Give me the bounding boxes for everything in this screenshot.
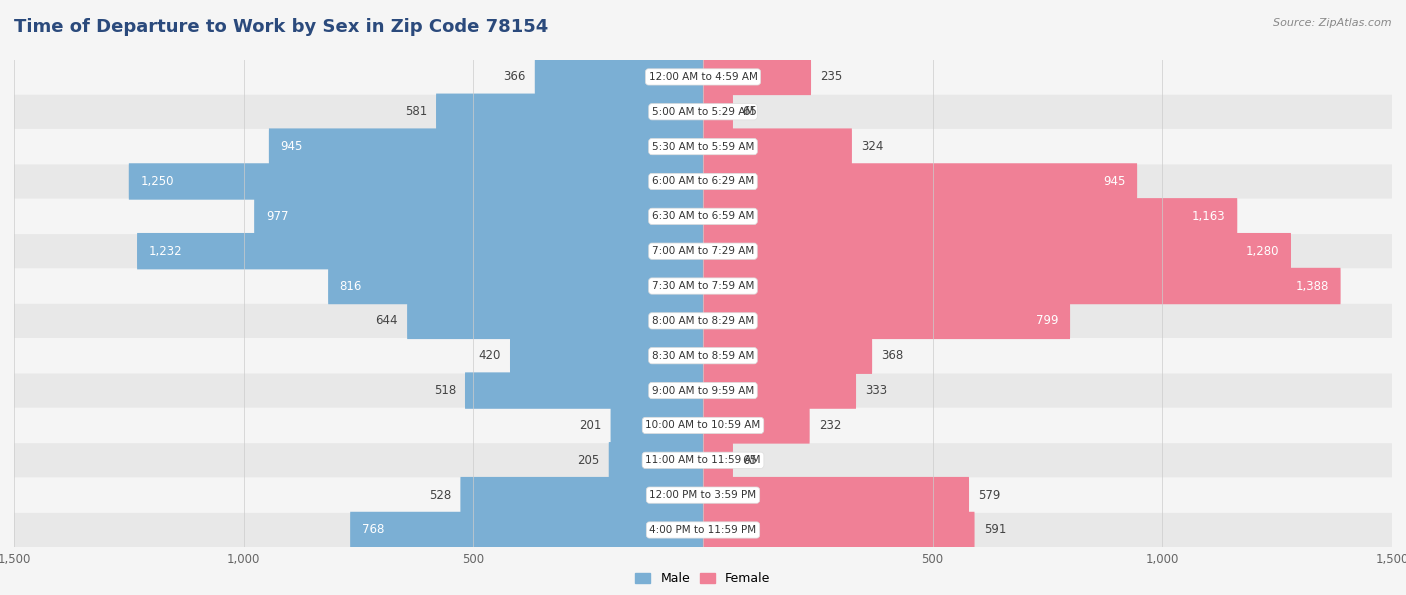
Text: 579: 579 bbox=[979, 488, 1001, 502]
Text: 65: 65 bbox=[742, 105, 756, 118]
FancyBboxPatch shape bbox=[703, 442, 733, 478]
FancyBboxPatch shape bbox=[328, 268, 703, 304]
Text: 581: 581 bbox=[405, 105, 427, 118]
Text: Source: ZipAtlas.com: Source: ZipAtlas.com bbox=[1274, 18, 1392, 28]
FancyBboxPatch shape bbox=[136, 233, 703, 270]
FancyBboxPatch shape bbox=[14, 374, 1392, 408]
FancyBboxPatch shape bbox=[14, 95, 1392, 129]
Text: 205: 205 bbox=[578, 454, 599, 466]
FancyBboxPatch shape bbox=[254, 198, 703, 234]
FancyBboxPatch shape bbox=[609, 442, 703, 478]
FancyBboxPatch shape bbox=[350, 512, 703, 548]
FancyBboxPatch shape bbox=[703, 407, 810, 444]
Text: 9:00 AM to 9:59 AM: 9:00 AM to 9:59 AM bbox=[652, 386, 754, 396]
Text: 816: 816 bbox=[340, 280, 363, 293]
FancyBboxPatch shape bbox=[703, 163, 1137, 200]
FancyBboxPatch shape bbox=[436, 93, 703, 130]
Text: 201: 201 bbox=[579, 419, 602, 432]
FancyBboxPatch shape bbox=[703, 477, 969, 513]
FancyBboxPatch shape bbox=[14, 408, 1392, 443]
FancyBboxPatch shape bbox=[14, 339, 1392, 373]
Text: Time of Departure to Work by Sex in Zip Code 78154: Time of Departure to Work by Sex in Zip … bbox=[14, 18, 548, 36]
Text: 528: 528 bbox=[429, 488, 451, 502]
Text: 7:00 AM to 7:29 AM: 7:00 AM to 7:29 AM bbox=[652, 246, 754, 256]
Text: 945: 945 bbox=[1104, 175, 1126, 188]
FancyBboxPatch shape bbox=[129, 163, 703, 200]
FancyBboxPatch shape bbox=[703, 129, 852, 165]
Text: 11:00 AM to 11:59 AM: 11:00 AM to 11:59 AM bbox=[645, 455, 761, 465]
Text: 235: 235 bbox=[820, 70, 842, 83]
FancyBboxPatch shape bbox=[408, 303, 703, 339]
Text: 8:00 AM to 8:29 AM: 8:00 AM to 8:29 AM bbox=[652, 316, 754, 326]
Text: 366: 366 bbox=[503, 70, 526, 83]
Text: 368: 368 bbox=[882, 349, 904, 362]
Text: 977: 977 bbox=[266, 210, 288, 223]
FancyBboxPatch shape bbox=[460, 477, 703, 513]
Legend: Male, Female: Male, Female bbox=[636, 572, 770, 585]
FancyBboxPatch shape bbox=[14, 164, 1392, 199]
FancyBboxPatch shape bbox=[703, 198, 1237, 234]
FancyBboxPatch shape bbox=[14, 513, 1392, 547]
FancyBboxPatch shape bbox=[703, 372, 856, 409]
FancyBboxPatch shape bbox=[14, 269, 1392, 303]
Text: 4:00 PM to 11:59 PM: 4:00 PM to 11:59 PM bbox=[650, 525, 756, 535]
Text: 1,163: 1,163 bbox=[1192, 210, 1226, 223]
Text: 799: 799 bbox=[1036, 314, 1059, 327]
Text: 1,250: 1,250 bbox=[141, 175, 174, 188]
Text: 1,232: 1,232 bbox=[149, 245, 183, 258]
Text: 6:00 AM to 6:29 AM: 6:00 AM to 6:29 AM bbox=[652, 177, 754, 186]
Text: 945: 945 bbox=[280, 140, 302, 153]
FancyBboxPatch shape bbox=[703, 337, 872, 374]
Text: 8:30 AM to 8:59 AM: 8:30 AM to 8:59 AM bbox=[652, 350, 754, 361]
Text: 6:30 AM to 6:59 AM: 6:30 AM to 6:59 AM bbox=[652, 211, 754, 221]
Text: 10:00 AM to 10:59 AM: 10:00 AM to 10:59 AM bbox=[645, 421, 761, 430]
FancyBboxPatch shape bbox=[465, 372, 703, 409]
FancyBboxPatch shape bbox=[269, 129, 703, 165]
Text: 333: 333 bbox=[865, 384, 887, 397]
FancyBboxPatch shape bbox=[14, 234, 1392, 268]
FancyBboxPatch shape bbox=[703, 93, 733, 130]
Text: 591: 591 bbox=[984, 524, 1007, 537]
FancyBboxPatch shape bbox=[703, 59, 811, 95]
FancyBboxPatch shape bbox=[14, 478, 1392, 512]
Text: 420: 420 bbox=[478, 349, 501, 362]
FancyBboxPatch shape bbox=[14, 130, 1392, 164]
FancyBboxPatch shape bbox=[703, 303, 1070, 339]
FancyBboxPatch shape bbox=[610, 407, 703, 444]
Text: 1,388: 1,388 bbox=[1296, 280, 1329, 293]
FancyBboxPatch shape bbox=[14, 199, 1392, 233]
Text: 518: 518 bbox=[433, 384, 456, 397]
Text: 5:00 AM to 5:29 AM: 5:00 AM to 5:29 AM bbox=[652, 107, 754, 117]
Text: 12:00 PM to 3:59 PM: 12:00 PM to 3:59 PM bbox=[650, 490, 756, 500]
FancyBboxPatch shape bbox=[534, 59, 703, 95]
Text: 324: 324 bbox=[860, 140, 883, 153]
Text: 65: 65 bbox=[742, 454, 756, 466]
Text: 12:00 AM to 4:59 AM: 12:00 AM to 4:59 AM bbox=[648, 72, 758, 82]
FancyBboxPatch shape bbox=[510, 337, 703, 374]
FancyBboxPatch shape bbox=[703, 268, 1340, 304]
FancyBboxPatch shape bbox=[14, 443, 1392, 477]
Text: 768: 768 bbox=[361, 524, 384, 537]
FancyBboxPatch shape bbox=[14, 304, 1392, 338]
Text: 5:30 AM to 5:59 AM: 5:30 AM to 5:59 AM bbox=[652, 142, 754, 152]
FancyBboxPatch shape bbox=[703, 233, 1291, 270]
Text: 7:30 AM to 7:59 AM: 7:30 AM to 7:59 AM bbox=[652, 281, 754, 291]
FancyBboxPatch shape bbox=[703, 512, 974, 548]
FancyBboxPatch shape bbox=[14, 60, 1392, 94]
Text: 232: 232 bbox=[818, 419, 841, 432]
Text: 644: 644 bbox=[375, 314, 398, 327]
Text: 1,280: 1,280 bbox=[1246, 245, 1279, 258]
